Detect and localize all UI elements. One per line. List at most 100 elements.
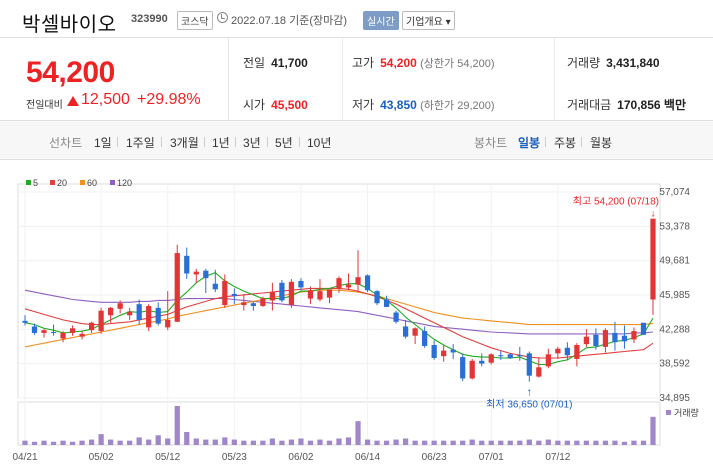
volume-bar [203, 439, 209, 445]
candle-body [488, 354, 494, 363]
volume-bar [612, 440, 618, 445]
stock-header: 박셀바이오 323990 코스닥 2022.07.18 기준(장마감) 실시간 … [0, 0, 713, 38]
quote-panel: 54,200 전일대비 12,500 +29.98% [0, 38, 229, 120]
volume-bar [383, 440, 390, 445]
min-price-label: 최저 36,650 (07/01) [486, 399, 572, 411]
up-arrow-icon [67, 96, 79, 106]
company-info-label: 기업개요 [406, 17, 443, 28]
volume-bar [193, 438, 199, 445]
stock-code: 323990 [131, 13, 168, 25]
x-tick-label: 06/02 [288, 452, 313, 463]
company-info-dropdown[interactable]: 기업개요 ▾ [402, 11, 455, 30]
change-rate: +29.98% [137, 91, 201, 108]
candle-body [98, 310, 104, 332]
period-3m[interactable]: 3개월 [170, 136, 199, 150]
volume-bar [307, 440, 314, 445]
candle-body [288, 281, 295, 306]
stat-volume-label: 거래량 [567, 56, 601, 70]
volume-bar [288, 439, 295, 445]
x-tick-label: 04/21 [12, 452, 37, 463]
volume-bar [507, 440, 513, 445]
candle-weekly[interactable]: 주봉 [554, 136, 577, 150]
volume-bar [298, 438, 304, 445]
volume-bar [260, 440, 266, 445]
stat-prev: 전일 41,700 [243, 54, 308, 71]
candle-body [507, 354, 513, 359]
volume-bar [250, 440, 256, 445]
candle-body [127, 311, 133, 316]
candle-body [441, 350, 447, 357]
stat-high-limit: (상한가 54,200) [420, 58, 495, 70]
volume-bar [479, 440, 485, 445]
period-divider [267, 137, 268, 147]
line-chart-label[interactable]: 선차트 [49, 136, 83, 150]
candle-body [412, 328, 418, 336]
candle-body [50, 332, 57, 334]
volume-bar [269, 438, 276, 445]
volume-bar [441, 440, 447, 445]
volume-label: 거래량 [674, 407, 699, 418]
candle-body [479, 360, 485, 364]
volume-bar [498, 440, 504, 445]
candle-body [212, 283, 218, 290]
candle-body [621, 335, 628, 342]
volume-bar [431, 440, 437, 445]
volume-bar [222, 437, 228, 445]
period-divider [235, 137, 236, 147]
stat-amount-unit: 백만 [663, 98, 686, 112]
moving-average-60 [24, 289, 654, 348]
candle-monthly[interactable]: 월봉 [590, 136, 613, 150]
market-badge: 코스닥 [177, 11, 213, 30]
period-1w[interactable]: 1주일 [126, 136, 155, 150]
candle-body [402, 326, 409, 337]
stat-amount-label: 거래대금 [567, 98, 612, 112]
volume-bar [555, 440, 561, 445]
volume-bar [326, 440, 333, 445]
legend-swatch-60 [80, 180, 85, 185]
candle-body [374, 291, 380, 304]
candle-body [88, 322, 95, 331]
stat-amount: 거래대금 170,856 백만 [567, 96, 686, 113]
candle-body [60, 332, 66, 339]
candle-chart-label[interactable]: 봉차트 [474, 136, 508, 150]
price-chart[interactable]: 5 20 60 120 57,074 53,378 49,681 45,985 42,288 38… [0, 170, 713, 469]
volume-bar [50, 441, 57, 445]
realtime-button[interactable]: 실시간 [363, 11, 399, 30]
x-tick-label: 07/01 [479, 452, 504, 463]
candle-daily[interactable]: 일봉 [518, 136, 541, 150]
current-price: 54,200 [26, 56, 115, 89]
period-divider [581, 137, 582, 147]
candle-body [593, 334, 599, 346]
volume-bar [60, 440, 66, 445]
candle-body [450, 349, 456, 353]
volume-bar [583, 440, 590, 445]
period-divider [545, 137, 546, 147]
stat-low-limit: (하한가 29,200) [420, 100, 495, 112]
candle-body [136, 304, 142, 320]
volume-bar [212, 439, 218, 445]
candle-body [555, 348, 561, 354]
period-5y[interactable]: 5년 [275, 136, 293, 150]
period-10y[interactable]: 10년 [307, 136, 332, 150]
down-arrow-icon: ↓ [651, 209, 656, 220]
volume-bar [231, 439, 237, 445]
stat-volume: 거래량 3,431,840 [567, 54, 660, 71]
stat-amount-value: 170,856 [617, 98, 661, 112]
candle-body [31, 326, 38, 333]
volume-bar [345, 437, 352, 445]
y-tick-label: 45,985 [659, 290, 690, 301]
x-tick-label: 06/23 [422, 452, 447, 463]
volume-bar [631, 440, 637, 445]
period-3y[interactable]: 3년 [243, 136, 261, 150]
period-1y[interactable]: 1년 [212, 136, 230, 150]
volume-bar [650, 416, 656, 445]
volume-bar [108, 439, 114, 445]
volume-bar [450, 440, 456, 445]
volume-bar [536, 440, 542, 445]
period-1d[interactable]: 1일 [94, 136, 112, 150]
stock-name: 박셀바이오 [22, 14, 117, 36]
legend-label-5: 5 [33, 178, 38, 188]
legend-label-120: 120 [117, 178, 132, 188]
volume-bar [355, 421, 361, 445]
volume-bar [393, 439, 399, 445]
